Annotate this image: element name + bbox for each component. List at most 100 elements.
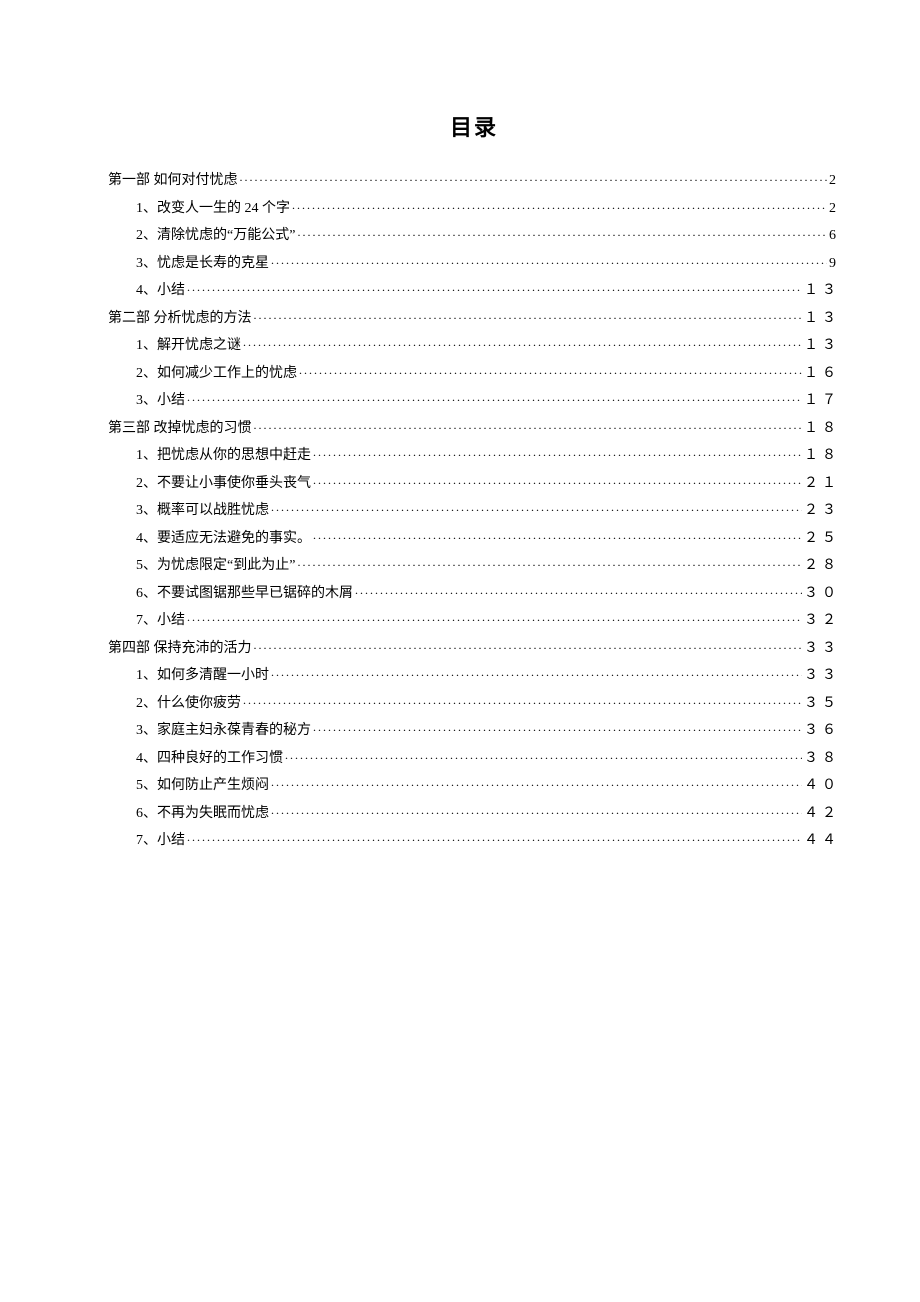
toc-leader-dots xyxy=(271,253,827,267)
toc-leader-dots xyxy=(297,225,827,239)
toc-entry: 2、如何减少工作上的忧虑 １６ xyxy=(108,363,840,381)
toc-entry-page: 2 xyxy=(829,174,840,188)
toc-entry: 3、家庭主妇永葆青春的秘方 ３６ xyxy=(108,720,840,738)
toc-leader-dots xyxy=(187,280,802,294)
toc-entry: 1、改变人一生的 24 个字 2 xyxy=(108,198,840,216)
toc-entry-page: １８ xyxy=(804,422,840,436)
toc-entry: 2、不要让小事使你垂头丧气 ２１ xyxy=(108,473,840,491)
toc-entry-label: 1、把忧虑从你的思想中赶走 xyxy=(136,449,311,463)
toc-entry-page: ３３ xyxy=(804,642,840,656)
toc-leader-dots xyxy=(243,693,802,707)
toc-leader-dots xyxy=(271,775,802,789)
toc-leader-dots xyxy=(355,583,802,597)
toc-entry: 第四部 保持充沛的活力 ３３ xyxy=(108,638,840,656)
page-title: 目录 xyxy=(108,110,840,142)
toc-entry: 6、不再为失眠而忧虑 ４２ xyxy=(108,803,840,821)
toc-entry-page: ２８ xyxy=(804,559,840,573)
toc-entry-label: 2、不要让小事使你垂头丧气 xyxy=(136,477,311,491)
toc-entry-label: 2、清除忧虑的“万能公式” xyxy=(136,229,295,243)
toc-entry: 第三部 改掉忧虑的习惯 １８ xyxy=(108,418,840,436)
toc-entry-label: 4、四种良好的工作习惯 xyxy=(136,752,283,766)
toc-entry-label: 4、要适应无法避免的事实。 xyxy=(136,532,311,546)
toc-entry-page: １３ xyxy=(804,284,840,298)
toc-entry-page: 2 xyxy=(829,202,840,216)
toc-leader-dots xyxy=(271,665,802,679)
toc-entry-page: １７ xyxy=(804,394,840,408)
toc-leader-dots xyxy=(313,473,802,487)
toc-entry-label: 7、小结 xyxy=(136,834,185,848)
toc-entry-label: 1、改变人一生的 24 个字 xyxy=(136,202,290,216)
toc-leader-dots xyxy=(240,170,828,184)
toc-entry-label: 3、小结 xyxy=(136,394,185,408)
toc-leader-dots xyxy=(292,198,827,212)
toc-entry-page: ３３ xyxy=(804,669,840,683)
toc-entry: 5、如何防止产生烦闷 ４０ xyxy=(108,775,840,793)
toc-leader-dots xyxy=(243,335,802,349)
toc-entry-page: 6 xyxy=(829,229,840,243)
toc-entry: 1、如何多清醒一小时 ３３ xyxy=(108,665,840,683)
toc-entry-label: 3、家庭主妇永葆青春的秘方 xyxy=(136,724,311,738)
toc-entry-label: 5、为忧虑限定“到此为止” xyxy=(136,559,295,573)
toc-entry: 3、忧虑是长寿的克星 9 xyxy=(108,253,840,271)
toc-entry-label: 2、什么使你疲劳 xyxy=(136,697,241,711)
toc-leader-dots xyxy=(254,638,803,652)
toc-leader-dots xyxy=(187,390,802,404)
toc-leader-dots xyxy=(187,610,802,624)
toc-entry: 4、小结 １３ xyxy=(108,280,840,298)
toc-entry: 5、为忧虑限定“到此为止” ２８ xyxy=(108,555,840,573)
table-of-contents: 第一部 如何对付忧虑 2 1、改变人一生的 24 个字 2 2、清除忧虑的“万能公式” 6… xyxy=(108,170,840,848)
toc-entry: 7、小结 ３２ xyxy=(108,610,840,628)
toc-leader-dots xyxy=(297,555,802,569)
toc-entry-label: 3、概率可以战胜忧虑 xyxy=(136,504,269,518)
toc-entry-page: ２１ xyxy=(804,477,840,491)
toc-entry-label: 6、不再为失眠而忧虑 xyxy=(136,807,269,821)
toc-entry: 第一部 如何对付忧虑 2 xyxy=(108,170,840,188)
toc-entry: 7、小结 ４４ xyxy=(108,830,840,848)
toc-entry-label: 第二部 分析忧虑的方法 xyxy=(108,312,252,326)
toc-entry-label: 1、解开忧虑之谜 xyxy=(136,339,241,353)
toc-entry-label: 5、如何防止产生烦闷 xyxy=(136,779,269,793)
toc-entry-page: 9 xyxy=(829,257,840,271)
toc-leader-dots xyxy=(271,500,802,514)
toc-entry-page: １３ xyxy=(804,312,840,326)
toc-entry-page: ２５ xyxy=(804,532,840,546)
toc-entry: 3、小结 １７ xyxy=(108,390,840,408)
toc-entry-page: ３０ xyxy=(804,587,840,601)
toc-entry-page: ４０ xyxy=(804,779,840,793)
toc-entry-page: ３５ xyxy=(804,697,840,711)
toc-leader-dots xyxy=(254,308,803,322)
toc-leader-dots xyxy=(313,445,802,459)
toc-entry: 2、清除忧虑的“万能公式” 6 xyxy=(108,225,840,243)
toc-entry: 3、概率可以战胜忧虑 ２３ xyxy=(108,500,840,518)
toc-entry: 4、四种良好的工作习惯 ３８ xyxy=(108,748,840,766)
toc-entry-label: 2、如何减少工作上的忧虑 xyxy=(136,367,297,381)
toc-entry-label: 第三部 改掉忧虑的习惯 xyxy=(108,422,252,436)
toc-leader-dots xyxy=(187,830,802,844)
toc-entry-label: 第四部 保持充沛的活力 xyxy=(108,642,252,656)
toc-entry-label: 6、不要试图锯那些早已锯碎的木屑 xyxy=(136,587,353,601)
toc-leader-dots xyxy=(285,748,802,762)
toc-entry-page: ３８ xyxy=(804,752,840,766)
toc-entry: 1、解开忧虑之谜 １３ xyxy=(108,335,840,353)
toc-entry-page: １８ xyxy=(804,449,840,463)
toc-entry: 1、把忧虑从你的思想中赶走 １８ xyxy=(108,445,840,463)
toc-entry: 第二部 分析忧虑的方法 １３ xyxy=(108,308,840,326)
toc-entry-label: 3、忧虑是长寿的克星 xyxy=(136,257,269,271)
toc-leader-dots xyxy=(299,363,802,377)
toc-entry-label: 4、小结 xyxy=(136,284,185,298)
toc-leader-dots xyxy=(271,803,802,817)
toc-entry-page: １６ xyxy=(804,367,840,381)
toc-entry: 2、什么使你疲劳 ３５ xyxy=(108,693,840,711)
toc-entry-label: 第一部 如何对付忧虑 xyxy=(108,174,238,188)
toc-entry: 4、要适应无法避免的事实。 ２５ xyxy=(108,528,840,546)
toc-entry-page: ４４ xyxy=(804,834,840,848)
toc-entry-page: ４２ xyxy=(804,807,840,821)
toc-entry: 6、不要试图锯那些早已锯碎的木屑 ３０ xyxy=(108,583,840,601)
toc-entry-label: 1、如何多清醒一小时 xyxy=(136,669,269,683)
toc-entry-page: １３ xyxy=(804,339,840,353)
toc-leader-dots xyxy=(313,720,802,734)
toc-entry-label: 7、小结 xyxy=(136,614,185,628)
toc-entry-page: ２３ xyxy=(804,504,840,518)
toc-entry-page: ３２ xyxy=(804,614,840,628)
toc-entry-page: ３６ xyxy=(804,724,840,738)
